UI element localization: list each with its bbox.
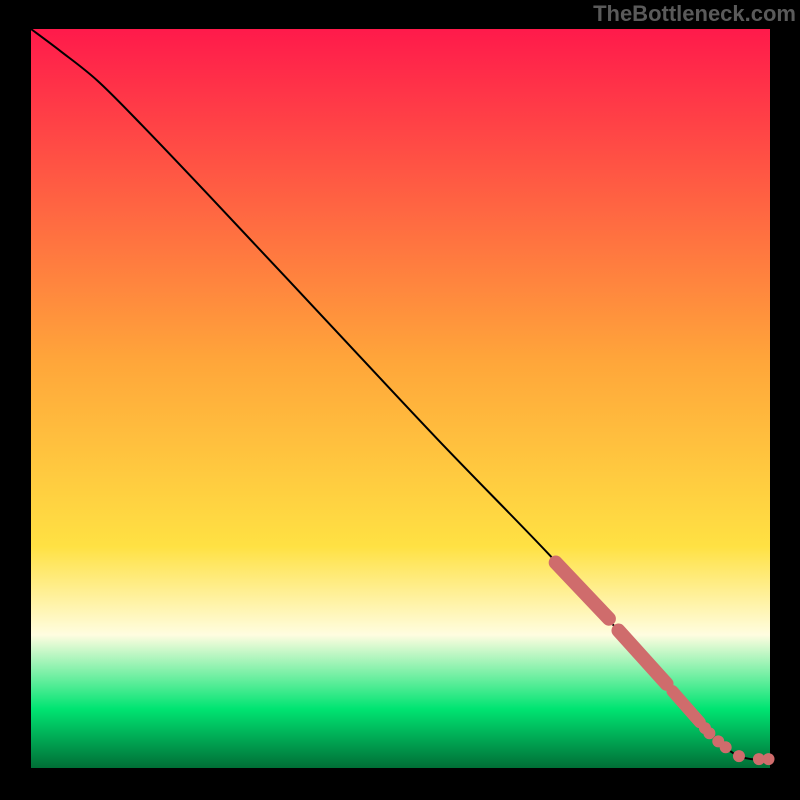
chart-stage: TheBottleneck.com bbox=[0, 0, 800, 800]
data-point bbox=[703, 727, 715, 739]
data-point bbox=[720, 741, 732, 753]
data-point bbox=[763, 753, 775, 765]
bottleneck-chart bbox=[0, 0, 800, 800]
plot-background bbox=[31, 29, 770, 768]
data-point bbox=[733, 750, 745, 762]
attribution-label: TheBottleneck.com bbox=[593, 0, 796, 28]
